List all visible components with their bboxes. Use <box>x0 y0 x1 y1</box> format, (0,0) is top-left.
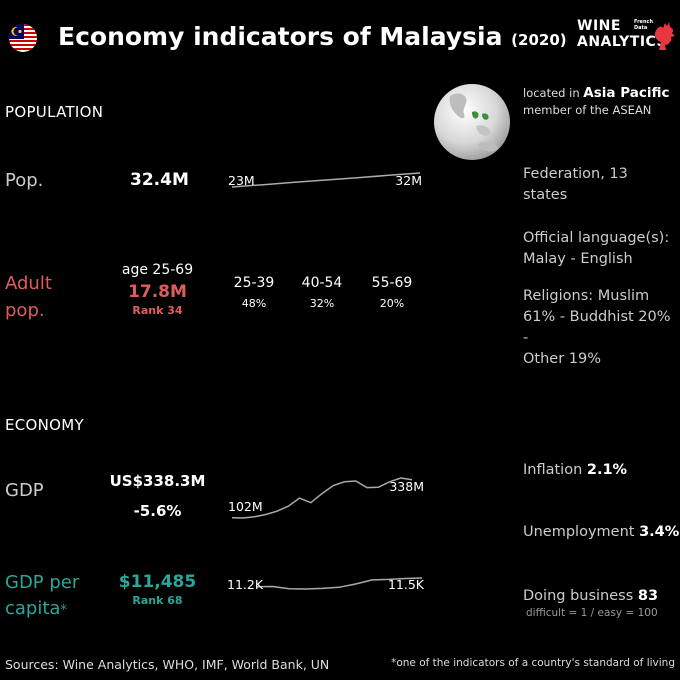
adult-age-range: age 25-69 <box>121 262 194 278</box>
pop-label: Pop. <box>5 170 44 191</box>
logo-small-text: French Data <box>634 19 653 31</box>
religion-info: Religions: Muslim 61% - Buddhist 20% - O… <box>523 286 680 370</box>
gdppc-star: * <box>60 603 67 618</box>
unemployment-label: Unemployment <box>523 524 640 540</box>
age-group-1: 25-39 48% <box>224 275 284 310</box>
gdppc-label-line-2: capita <box>5 598 61 619</box>
religion-line-2: 61% - Buddhist 20% - <box>523 309 671 346</box>
located-prefix: located in <box>523 86 584 100</box>
gdppc-value: $11,485 <box>118 572 197 592</box>
age-group-pct: 48% <box>241 297 267 310</box>
gdppc-end-label: 11.5K <box>388 577 425 592</box>
pop-value: 32.4M <box>130 170 189 190</box>
gdp-per-capita-label: GDP per capita* <box>5 570 79 624</box>
unemployment-info: Unemployment 3.4% <box>523 522 679 543</box>
federation-line-2: states <box>523 187 568 203</box>
age-group-3: 55-69 20% <box>362 275 422 310</box>
gdppc-rank: Rank 68 <box>132 594 183 607</box>
wine-analytics-logo: WINE French Data ANALYTICS <box>577 18 677 54</box>
gdp-block: US$338.3M -5.6% <box>100 472 215 520</box>
adult-pop-value: 17.8M <box>128 282 187 302</box>
inflation-value: 2.1% <box>586 462 628 478</box>
gdp-sparkline: 102M 338M <box>228 477 424 519</box>
page-title: Economy indicators of Malaysia (2020) <box>58 22 567 51</box>
population-section-label: POPULATION <box>5 103 104 121</box>
religion-line-1: Religions: Muslim <box>523 288 650 304</box>
religion-line-3: Other 19% <box>523 351 602 367</box>
inflation-label: Inflation <box>523 462 587 478</box>
title-year: (2020) <box>511 31 567 49</box>
sources-footer: Sources: Wine Analytics, WHO, IMF, World… <box>5 657 330 672</box>
language-line-1: Official language(s): <box>523 230 670 246</box>
adult-label-line-1: Adult <box>5 273 52 294</box>
pop-trend-line <box>231 172 421 188</box>
malaysia-flag-icon <box>9 24 37 52</box>
footnote: *one of the indicators of a country's st… <box>391 657 675 669</box>
business-value: 83 <box>637 588 659 604</box>
federation-line-1: Federation, 13 <box>523 166 628 182</box>
economy-section-label: ECONOMY <box>5 416 84 434</box>
logo-line-2: ANALYTICS <box>577 34 668 50</box>
adult-pop-label: Adult pop. <box>5 270 52 324</box>
region-name: Asia Pacific <box>583 85 670 101</box>
age-group-2: 40-54 32% <box>292 275 352 310</box>
adult-pop-block: age 25-69 17.8M Rank 34 <box>100 262 215 317</box>
gdp-end-label: 338M <box>389 479 424 494</box>
pop-end-label: 32M <box>395 173 422 188</box>
inflation-info: Inflation 2.1% <box>523 460 627 481</box>
business-note: difficult = 1 / easy = 100 <box>526 607 658 619</box>
gdppc-trend-line <box>255 577 423 590</box>
gdp-start-label: 102M <box>228 499 263 514</box>
age-group-pct: 20% <box>379 297 405 310</box>
adult-label-line-2: pop. <box>5 300 45 321</box>
logo-line-1: WINE <box>577 18 621 34</box>
age-group-range: 55-69 <box>371 275 413 291</box>
globe-icon <box>434 84 510 160</box>
gdppc-label-line-1: GDP per <box>5 572 80 593</box>
gdp-value: US$338.3M <box>109 472 206 490</box>
age-group-range: 25-39 <box>233 275 275 291</box>
language-info: Official language(s): Malay - English <box>523 228 669 270</box>
rooster-icon <box>654 22 675 50</box>
gdppc-block: $11,485 Rank 68 <box>100 572 215 607</box>
gdppc-start-label: 11.2K <box>227 577 264 592</box>
gdppc-sparkline: 11.2K 11.5K <box>227 577 425 592</box>
adult-pop-rank: Rank 34 <box>132 304 183 317</box>
language-line-2: Malay - English <box>523 251 633 267</box>
business-label: Doing business <box>523 588 638 604</box>
pop-sparkline: 23M 32M <box>228 172 422 188</box>
region-info: located in Asia Pacific member of the AS… <box>523 85 669 119</box>
gdp-change: -5.6% <box>133 502 182 520</box>
doing-business-info: Doing business 83 <box>523 586 658 607</box>
member-of: member of the ASEAN <box>523 103 652 117</box>
age-group-range: 40-54 <box>301 275 343 291</box>
logo-small-2: Data <box>634 25 648 31</box>
federation-info: Federation, 13 states <box>523 164 628 206</box>
logo-small-1: French <box>634 19 654 25</box>
gdp-trend-line <box>231 477 413 519</box>
title-text: Economy indicators of Malaysia <box>58 22 503 51</box>
age-group-pct: 32% <box>309 297 335 310</box>
unemployment-value: 3.4% <box>639 524 680 540</box>
pop-start-label: 23M <box>228 173 255 188</box>
gdp-label: GDP <box>5 480 44 501</box>
